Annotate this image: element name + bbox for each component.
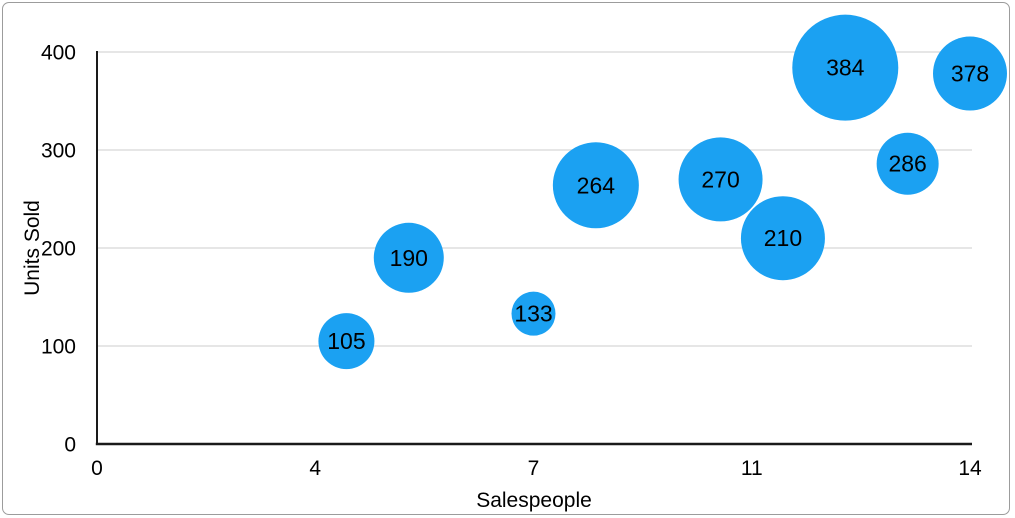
y-axis-title: Units Sold — [21, 200, 44, 296]
bubble-series: 105 190 133 264 270 210 384 286 378 — [318, 14, 1007, 370]
x-axis-title: Salespeople — [476, 489, 592, 512]
x-tick-label-4: 4 — [309, 457, 321, 480]
y-tick-label-100: 100 — [41, 336, 76, 359]
bubble-286 — [876, 132, 939, 195]
bubble-label-264: 264 — [577, 172, 616, 198]
x-tick-label-11: 11 — [741, 457, 763, 480]
bubble-190 — [373, 222, 444, 293]
x-tick-label-0: 0 — [91, 457, 103, 480]
gridlines — [97, 51, 972, 347]
bubble-264 — [552, 142, 639, 229]
bubble-label-105: 105 — [327, 328, 365, 354]
bubble-label-190: 190 — [390, 245, 428, 271]
bubble-133 — [511, 291, 556, 336]
bubble-378 — [933, 36, 1007, 111]
bubble-210 — [740, 196, 825, 281]
x-axis-tick-labels: 0 4 7 11 14 — [91, 457, 982, 480]
bubble-label-210: 210 — [764, 225, 802, 251]
y-tick-label-300: 300 — [41, 140, 76, 163]
bubble-270 — [678, 137, 763, 222]
bubble-label-378: 378 — [951, 61, 989, 87]
bubble-label-133: 133 — [514, 301, 552, 327]
y-axis-tick-labels: 0 100 200 300 400 — [41, 42, 76, 457]
bubble-105 — [318, 313, 375, 370]
x-tick-label-7: 7 — [528, 457, 540, 480]
bubble-label-384: 384 — [826, 55, 865, 81]
bubble-384 — [792, 14, 899, 121]
y-tick-label-200: 200 — [41, 238, 76, 261]
bubble-label-286: 286 — [888, 151, 926, 177]
y-tick-label-0: 0 — [64, 434, 76, 457]
bubble-label-270: 270 — [701, 166, 739, 192]
x-tick-label-14: 14 — [958, 457, 982, 480]
y-tick-label-400: 400 — [41, 42, 76, 65]
